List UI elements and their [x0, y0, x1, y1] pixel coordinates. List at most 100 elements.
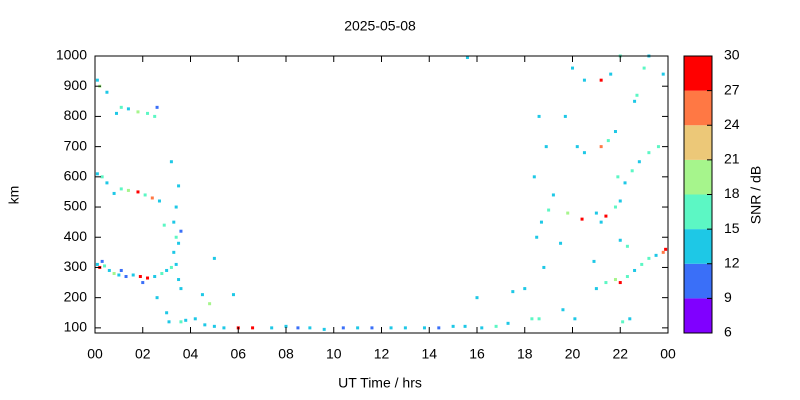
point: [463, 324, 467, 328]
point: [647, 256, 651, 260]
point: [506, 321, 510, 325]
colorbar-tick-label: 21: [724, 151, 740, 167]
point: [146, 111, 150, 115]
point: [146, 276, 150, 280]
colorbar-band: [684, 159, 712, 195]
colorbar-tick-label: 18: [724, 185, 740, 201]
point: [530, 317, 534, 321]
point: [582, 78, 586, 82]
colorbar-tick-label: 9: [724, 289, 732, 305]
y-tick-label: 600: [64, 168, 88, 184]
point: [174, 235, 178, 239]
point: [613, 130, 617, 134]
point: [640, 262, 644, 266]
point: [284, 324, 288, 328]
point: [599, 220, 603, 224]
point: [654, 253, 658, 257]
x-tick-label: 06: [230, 346, 246, 362]
point: [160, 271, 164, 275]
point: [465, 56, 469, 60]
colorbar-label: SNR / dB: [748, 166, 764, 224]
point: [208, 302, 212, 306]
point: [95, 78, 99, 82]
point: [114, 111, 118, 115]
point: [119, 268, 123, 272]
point: [539, 220, 543, 224]
colorbar-tick-label: 30: [724, 47, 740, 63]
x-axis-label: UT Time / hrs: [338, 375, 422, 391]
point: [105, 181, 109, 185]
point: [625, 275, 629, 279]
point: [633, 99, 637, 103]
point: [174, 262, 178, 266]
point: [618, 199, 622, 203]
point: [656, 145, 660, 149]
point: [664, 247, 668, 251]
point: [200, 293, 204, 297]
point: [647, 151, 651, 155]
point: [212, 256, 216, 260]
point: [370, 326, 374, 330]
point: [308, 326, 312, 330]
point: [203, 323, 207, 327]
x-tick-label: 14: [421, 346, 437, 362]
y-tick-label: 100: [64, 319, 88, 335]
point: [542, 265, 546, 269]
colorbar-band: [684, 90, 712, 126]
x-tick-label: 18: [517, 346, 533, 362]
point: [637, 160, 641, 164]
point: [582, 151, 586, 155]
point: [437, 326, 441, 330]
point: [606, 139, 610, 143]
point: [621, 320, 625, 324]
point: [179, 287, 183, 291]
point: [559, 241, 563, 245]
point: [341, 326, 345, 330]
colorbar-band: [684, 194, 712, 230]
point: [511, 290, 515, 294]
point: [566, 211, 570, 215]
point: [126, 107, 130, 111]
point: [451, 324, 455, 328]
point: [296, 326, 300, 330]
point: [131, 273, 135, 277]
point: [494, 324, 498, 328]
point: [661, 250, 665, 254]
point: [172, 220, 176, 224]
point: [184, 318, 188, 322]
x-tick-label: 04: [183, 346, 199, 362]
point: [547, 208, 551, 212]
x-tick-label: 12: [374, 346, 390, 362]
colorbar-band: [684, 298, 712, 333]
point: [604, 214, 608, 218]
point: [153, 275, 157, 279]
point: [155, 296, 159, 300]
y-tick-label: 400: [64, 228, 88, 244]
colorbar-tick-label: 24: [724, 116, 740, 132]
point: [95, 172, 99, 176]
point: [571, 66, 574, 70]
point: [179, 229, 183, 233]
y-tick-label: 500: [64, 198, 88, 214]
point: [179, 320, 183, 324]
point: [138, 275, 142, 279]
x-tick-label: 20: [565, 346, 581, 362]
point: [618, 281, 622, 285]
point: [628, 317, 632, 321]
colorbar-band: [684, 263, 712, 299]
point: [95, 262, 99, 266]
point: [162, 223, 166, 227]
y-tick-label: 700: [64, 137, 88, 153]
point: [523, 287, 527, 291]
point: [616, 175, 620, 179]
point: [403, 326, 407, 330]
x-tick-label: 22: [612, 346, 628, 362]
point: [575, 145, 579, 149]
point: [322, 327, 326, 331]
colorbar-tick-label: 15: [724, 220, 740, 236]
point: [475, 296, 479, 300]
point: [356, 326, 360, 330]
point: [594, 287, 598, 291]
point: [136, 190, 140, 194]
